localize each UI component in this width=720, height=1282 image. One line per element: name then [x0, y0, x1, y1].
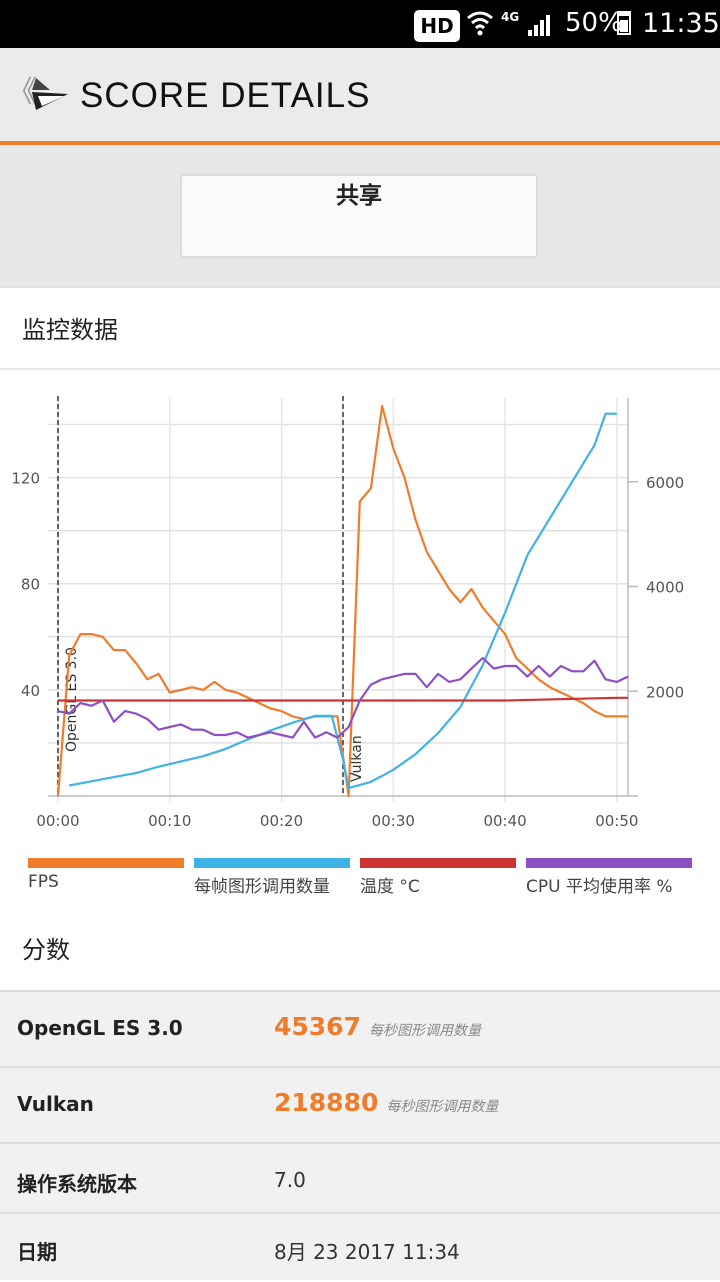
legend-swatch-temperature [360, 858, 516, 868]
battery-icon [617, 11, 631, 35]
score-label-vulkan: Vulkan [17, 1092, 94, 1116]
legend-swatch-cpu [526, 858, 692, 868]
share-button[interactable]: 共享 [180, 174, 538, 258]
series-line-3 [57, 656, 629, 739]
os-version-value: 7.0 [274, 1168, 306, 1192]
score-row-opengl: OpenGL ES 3.0 45367 每秒图形调用数量 [0, 990, 720, 1066]
x-tick-label: 00:50 [595, 812, 638, 830]
hd-voice-badge: HD [414, 10, 460, 42]
legend-swatch-draw-calls [194, 858, 350, 868]
clock: 11:35 [642, 8, 720, 39]
network-type: 4G [501, 10, 520, 24]
monitor-divider [0, 368, 720, 370]
y-right-tick-label: 2000 [646, 683, 684, 701]
date-value: 8月 23 2017 11:34 [274, 1240, 460, 1264]
y-right-tick-label: 4000 [646, 579, 684, 597]
score-value-wrap-opengl: 45367 每秒图形调用数量 [274, 1012, 481, 1041]
x-tick-label: 00:20 [260, 812, 303, 830]
scores-title: 分数 [22, 936, 70, 964]
chart-legend: FPS 每帧图形调用数量 温度 °C CPU 平均使用率 % [0, 858, 720, 898]
score-unit-opengl: 每秒图形调用数量 [368, 1023, 481, 1039]
legend-item-cpu: CPU 平均使用率 % [526, 858, 692, 897]
status-bar: HD 4G 50% 11:35 [0, 0, 720, 48]
y-left-tick-label: 120 [11, 470, 40, 488]
y-left-tick-label: 80 [21, 576, 40, 594]
series-line-2 [58, 696, 628, 702]
series-line-1 [68, 412, 617, 790]
y-right-tick-label: 6000 [646, 474, 684, 492]
legend-swatch-fps [28, 858, 184, 868]
legend-item-fps: FPS [28, 858, 184, 892]
x-tick-label: 00:40 [483, 812, 526, 830]
date-label: 日期 [17, 1240, 57, 1264]
legend-item-draw-calls: 每帧图形调用数量 [194, 858, 350, 897]
legend-label-fps: FPS [28, 872, 59, 892]
app-bar: 《 SCORE DETAILS [0, 48, 720, 145]
3dmark-logo-icon [32, 78, 68, 110]
battery-percent: 50% [565, 8, 623, 38]
legend-label-temperature: 温度 °C [360, 877, 420, 897]
marker-label: Vulkan [349, 735, 365, 782]
score-label-opengl: OpenGL ES 3.0 [17, 1016, 183, 1040]
os-version-label: 操作系统版本 [17, 1172, 137, 1196]
score-value-opengl: 45367 [274, 1012, 361, 1041]
score-value-wrap-vulkan: 218880 每秒图形调用数量 [274, 1088, 498, 1117]
y-left-tick-label: 40 [21, 682, 40, 700]
score-unit-vulkan: 每秒图形调用数量 [386, 1099, 499, 1115]
legend-label-draw-calls: 每帧图形调用数量 [194, 877, 330, 897]
legend-item-temperature: 温度 °C [360, 858, 516, 897]
x-tick-label: 00:00 [36, 812, 79, 830]
x-tick-label: 00:30 [372, 812, 415, 830]
wifi-icon [467, 11, 493, 36]
info-row-os: 操作系统版本 7.0 [0, 1142, 720, 1212]
page-title: SCORE DETAILS [80, 76, 371, 115]
monitor-title: 监控数据 [22, 316, 118, 344]
back-button[interactable]: 《 [7, 75, 37, 110]
info-row-date: 日期 8月 23 2017 11:34 [0, 1212, 720, 1280]
score-value-vulkan: 218880 [274, 1088, 379, 1117]
score-row-vulkan: Vulkan 218880 每秒图形调用数量 [0, 1066, 720, 1142]
signal-icon [528, 15, 550, 36]
monitor-chart: 40 80 120 2000 4000 6000 00:00 00:10 00:20 00:30 0… [11, 396, 684, 830]
legend-label-cpu: CPU 平均使用率 % [526, 877, 673, 897]
x-tick-label: 00:10 [148, 812, 191, 830]
